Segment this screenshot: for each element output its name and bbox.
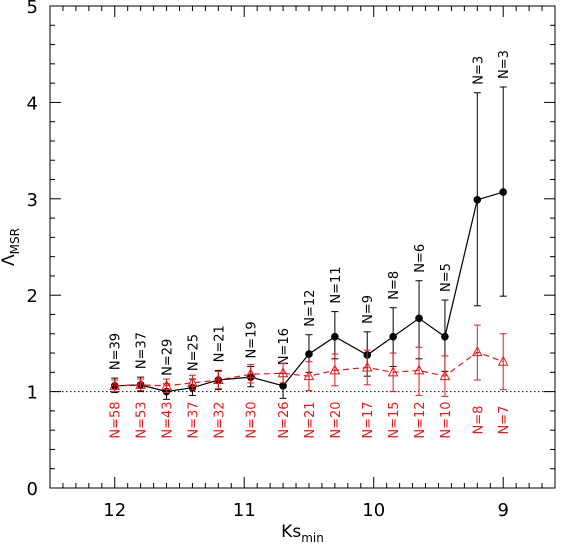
y-tick-label: 2 [27,286,38,307]
plot-area: N=39 N=37 N=29 N=25 N=21 N=19 N=16N=12N=11N=9N… [27,0,556,521]
plot-frame [49,5,556,489]
data-point [245,368,257,379]
data-point [135,378,146,389]
data-label: N=16 [277,328,292,365]
data-label: N=19 [245,321,260,358]
x-tick-label: 9 [497,500,508,521]
data-label: N=17 [361,401,376,438]
x-tick-label: 10 [362,500,385,521]
data-label: N=7 [497,406,512,435]
data-point [279,382,287,390]
y-axis-label-subscript: MSR [8,228,22,254]
data-point [161,379,172,390]
data-point [439,370,451,381]
data-label: N=3 [471,56,486,85]
data-label: N=9 [361,295,376,324]
data-point [331,332,339,341]
data-label: N=53 [135,401,150,438]
data-label: N=37 [135,332,150,369]
data-label: N=5 [439,263,454,292]
data-label: N=3 [497,50,512,79]
x-axis-label-main: Ks [281,522,301,542]
data-point [387,366,399,377]
y-tick-label: 5 [27,0,38,18]
data-point [277,367,289,378]
data-label: N=15 [387,401,402,438]
data-label: N=6 [413,244,428,273]
data-label: N=11 [329,266,344,303]
data-label: N=8 [471,406,486,435]
data-point [497,355,509,366]
y-tick-label: 4 [27,93,38,114]
data-point [389,332,397,341]
data-point [109,379,121,390]
x-axis-label: Ksmin [281,522,324,545]
data-point [413,364,425,375]
data-label: N=26 [277,401,292,438]
data-label: N=29 [161,339,176,376]
y-tick-label: 1 [27,383,38,404]
data-label: N=21 [212,325,227,362]
data-label: N=12 [413,401,428,438]
y-tick-label: 0 [27,479,38,500]
data-label: N=58 [109,401,124,438]
data-point [213,373,224,385]
data-label: N=12 [303,290,318,327]
y-axis-label: ΛMSR [0,228,22,266]
data-point [441,332,449,341]
x-tick-label: 11 [233,500,256,521]
data-label: N=21 [303,401,318,438]
data-point [499,188,508,196]
data-label: N=32 [212,401,227,438]
y-axis-label-main: Λ [0,254,19,266]
data-point [303,370,315,381]
data-label: N=37 [186,401,201,438]
data-point [473,195,482,204]
data-label: N=20 [329,401,344,438]
data-point [187,376,198,387]
data-label: N=10 [439,401,454,438]
data-point [471,346,483,357]
data-label: N=8 [387,271,402,300]
data-label: N=25 [186,334,201,371]
data-label: N=30 [245,401,260,438]
data-point [415,314,423,323]
data-point [305,350,313,358]
data-label: N=39 [109,333,124,370]
data-label: N=43 [161,401,176,438]
data-point [361,361,373,372]
y-tick-label: 3 [27,190,38,211]
x-tick-label: 12 [103,500,126,521]
x-axis-label-subscript: min [301,531,324,545]
data-point [329,364,341,375]
